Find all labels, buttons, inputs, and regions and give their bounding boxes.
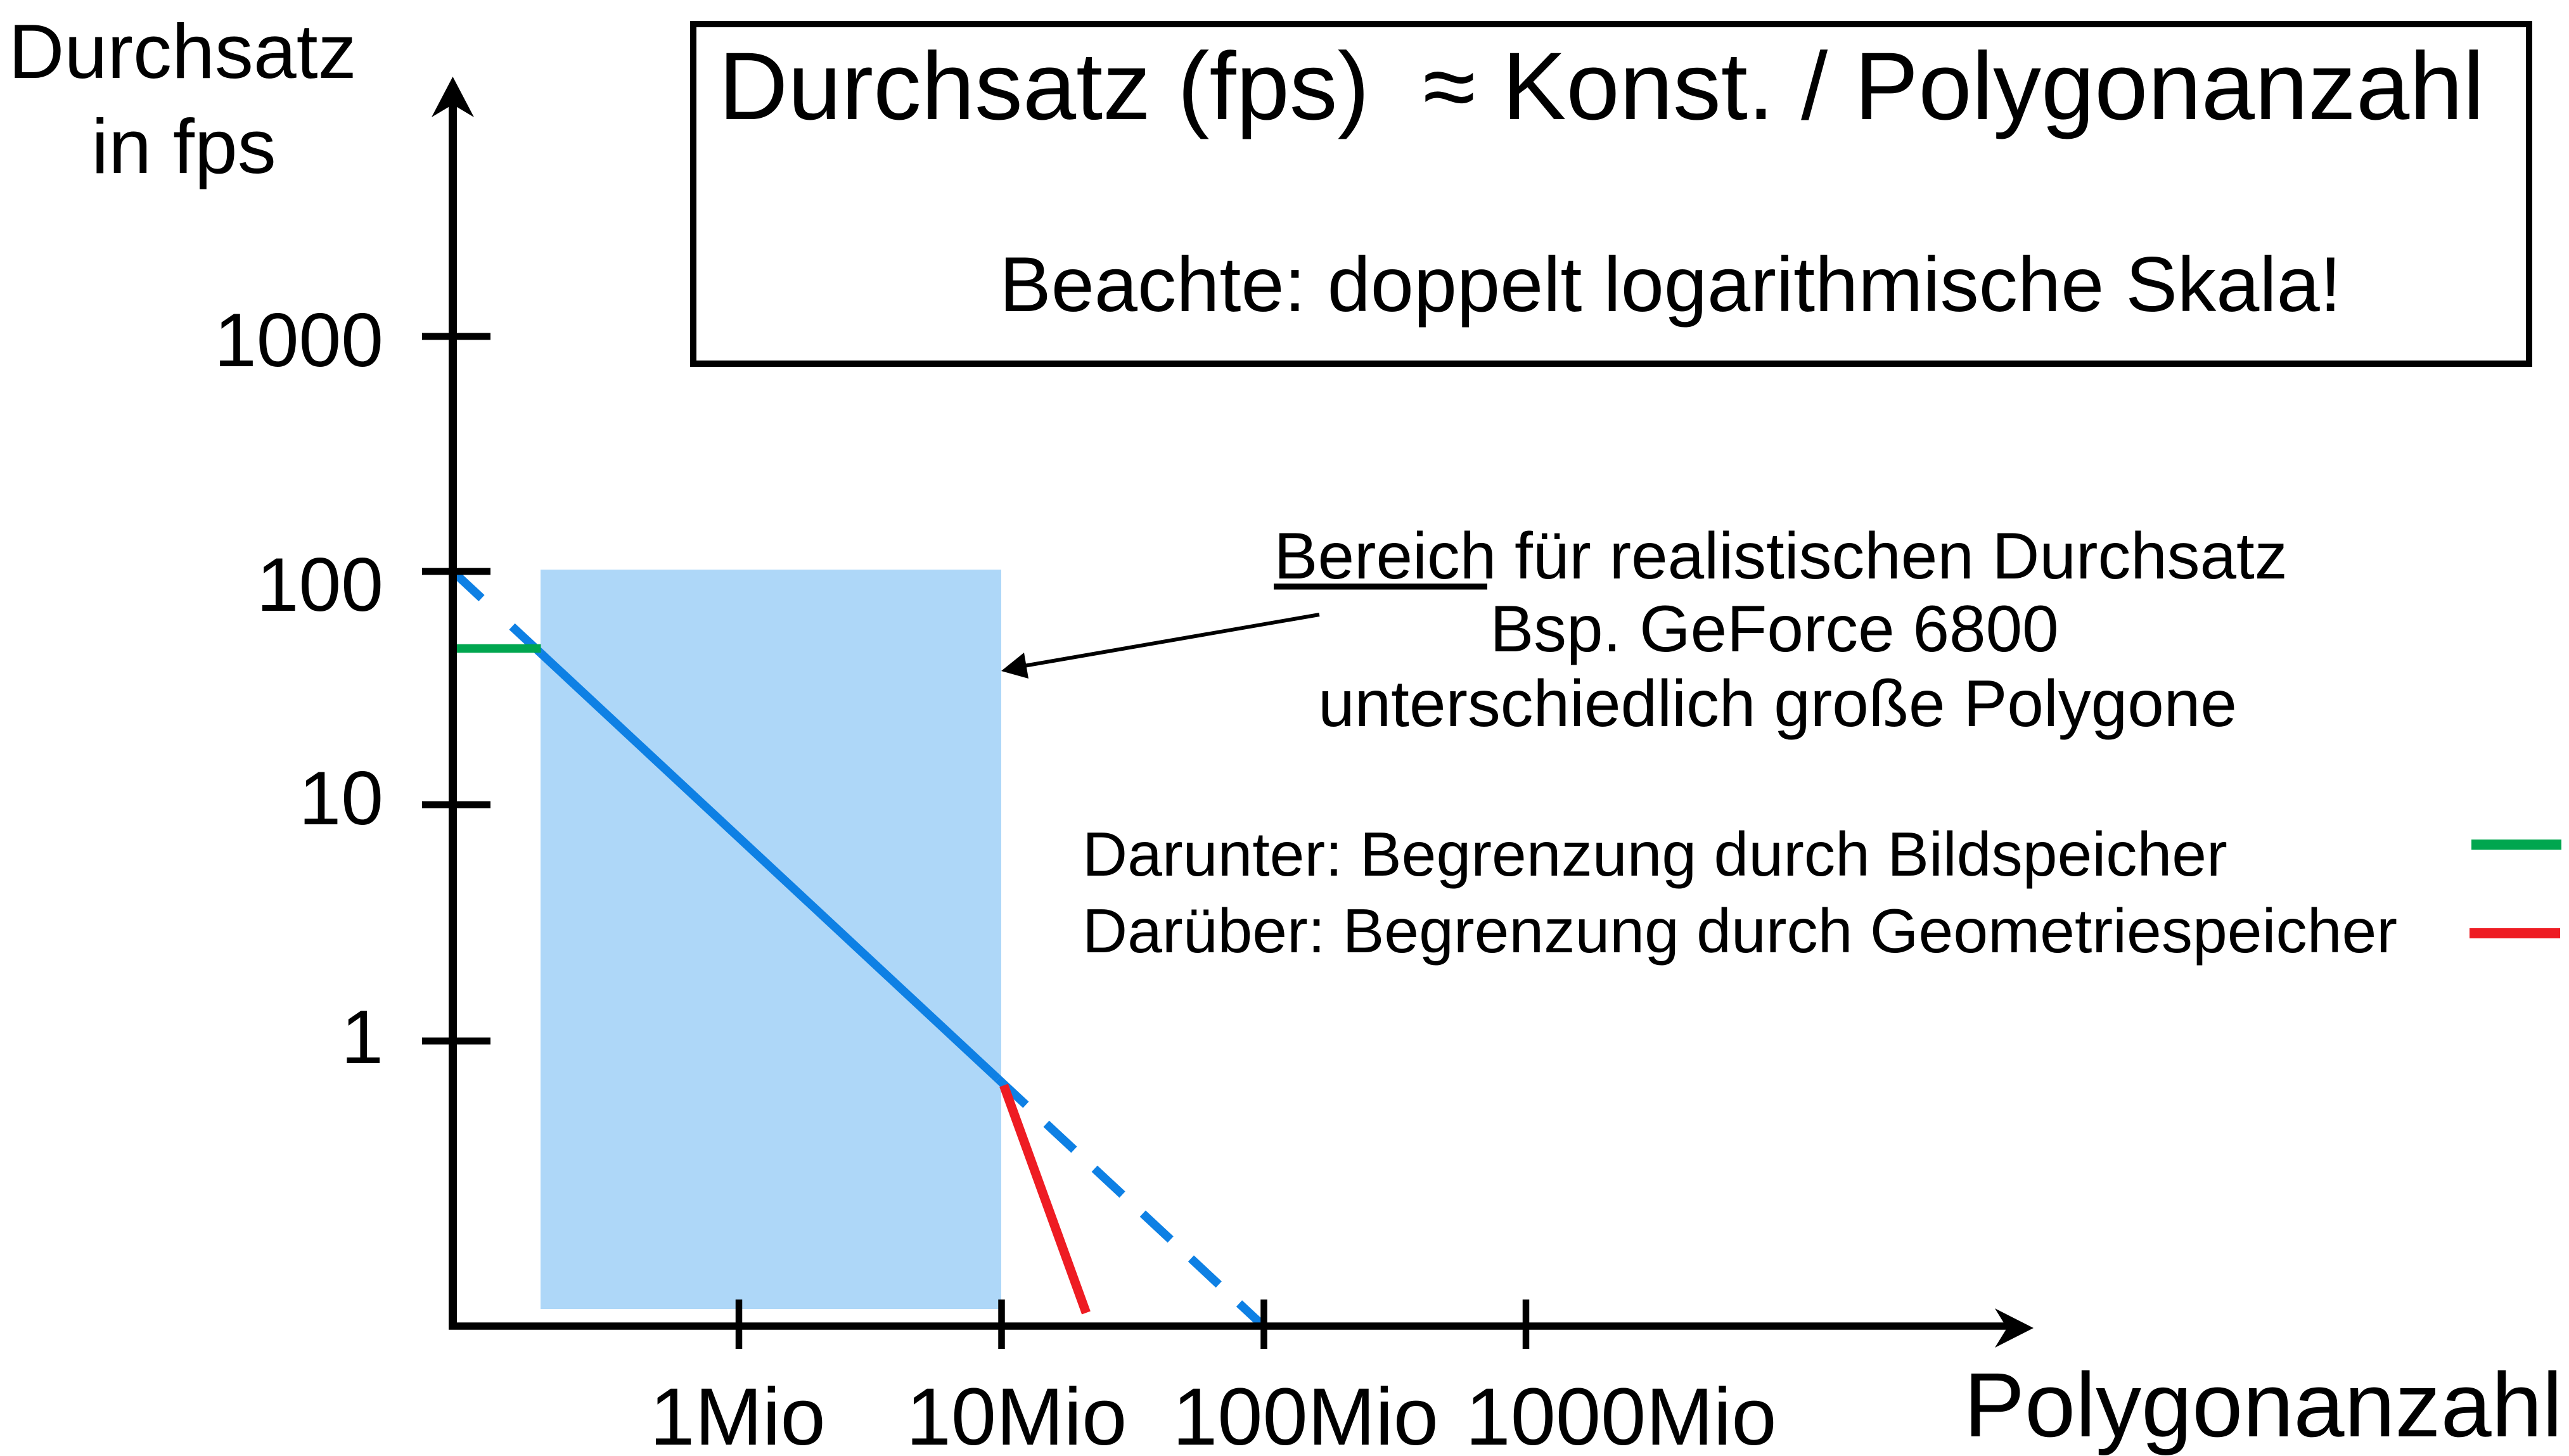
svg-text:Durchsatz (fps) ≈ Konst. / Po: Durchsatz (fps) ≈ Konst. / Polygonanzahl	[719, 33, 2484, 140]
svg-text:Darunter: Begrenzung durch Bil: Darunter: Begrenzung durch Bildspeicher	[1082, 819, 2227, 889]
svg-text:100: 100	[257, 542, 383, 627]
svg-text:Polygonanzahl: Polygonanzahl	[1964, 1354, 2563, 1456]
svg-text:Bsp. GeForce 6800: Bsp. GeForce 6800	[1490, 592, 2059, 665]
svg-text:100Mio: 100Mio	[1172, 1372, 1438, 1456]
svg-text:10: 10	[299, 756, 383, 841]
svg-text:10Mio: 10Mio	[906, 1372, 1127, 1456]
svg-text:1: 1	[341, 995, 383, 1080]
svg-text:Bereich für realistischen Durc: Bereich für realistischen Durchsatz	[1274, 519, 2287, 592]
svg-text:1000: 1000	[214, 298, 383, 383]
svg-text:Beachte: doppelt logarithmisch: Beachte: doppelt logarithmische Skala!	[999, 241, 2342, 328]
svg-text:unterschiedlich große Polygone: unterschiedlich große Polygone	[1318, 667, 2237, 740]
svg-text:1Mio: 1Mio	[650, 1372, 825, 1456]
svg-text:in fps: in fps	[91, 103, 276, 189]
svg-text:Darüber: Begrenzung durch Geom: Darüber: Begrenzung durch Geometriespeic…	[1082, 896, 2397, 966]
svg-text:1000Mio: 1000Mio	[1466, 1372, 1777, 1456]
svg-text:Durchsatz: Durchsatz	[8, 8, 356, 94]
